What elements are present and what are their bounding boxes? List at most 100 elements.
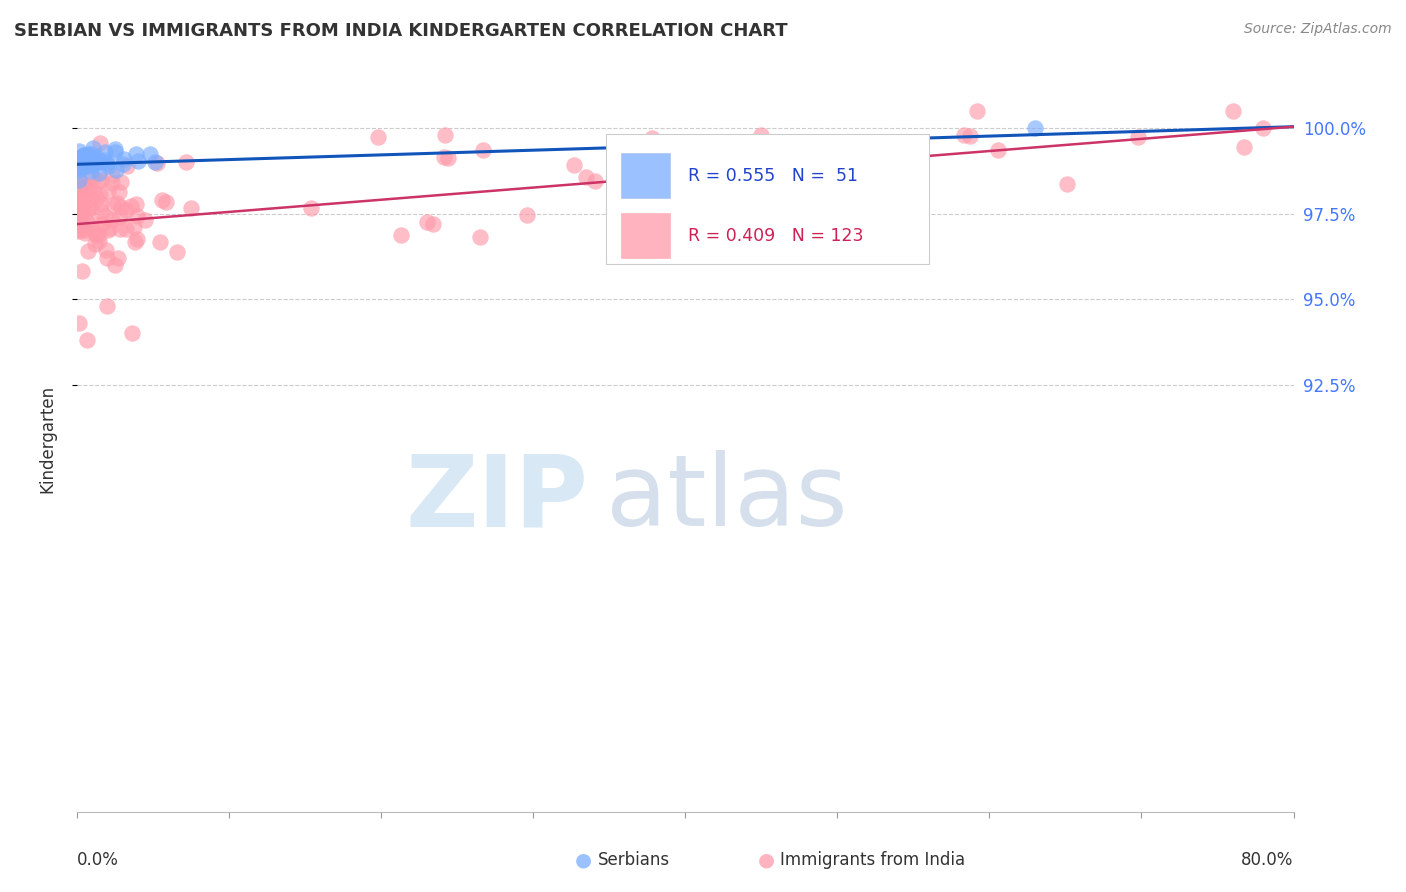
Y-axis label: Kindergarten: Kindergarten xyxy=(38,385,56,493)
Point xyxy=(70,157,93,171)
Point xyxy=(70,156,93,170)
Point xyxy=(650,163,672,178)
Text: Serbians: Serbians xyxy=(598,851,669,869)
Point xyxy=(79,154,101,169)
Point xyxy=(79,147,101,161)
Point xyxy=(1233,140,1256,154)
Point xyxy=(562,158,585,172)
Point xyxy=(76,215,98,229)
Point xyxy=(91,217,114,231)
Point xyxy=(422,217,444,231)
Point xyxy=(79,163,101,178)
Point xyxy=(69,215,91,229)
Point xyxy=(575,169,598,184)
Point xyxy=(389,227,412,242)
FancyBboxPatch shape xyxy=(606,134,929,264)
Point xyxy=(67,213,90,227)
Point xyxy=(80,156,103,170)
Point xyxy=(90,197,112,211)
Point xyxy=(987,143,1010,157)
Point xyxy=(70,182,93,196)
Point xyxy=(73,148,96,162)
Text: 0.0%: 0.0% xyxy=(77,851,120,869)
Point xyxy=(79,180,101,194)
Point xyxy=(953,128,976,142)
Point xyxy=(516,209,538,223)
Text: R = 0.555   N =  51: R = 0.555 N = 51 xyxy=(688,167,858,185)
Point xyxy=(437,151,460,165)
Point xyxy=(73,148,96,162)
Point xyxy=(149,235,172,249)
Point xyxy=(127,209,149,223)
Point xyxy=(67,173,90,187)
Text: atlas: atlas xyxy=(606,450,848,548)
Point xyxy=(80,201,103,215)
Point xyxy=(658,188,681,202)
Point xyxy=(124,235,146,249)
Point xyxy=(93,153,115,168)
Point xyxy=(966,104,988,119)
Point xyxy=(105,196,128,211)
Point xyxy=(166,245,188,260)
Point xyxy=(72,177,94,191)
Point xyxy=(73,226,96,240)
Point xyxy=(96,299,118,313)
Point xyxy=(70,204,93,219)
Point xyxy=(112,152,135,166)
Point xyxy=(69,196,91,211)
Point xyxy=(89,167,111,181)
Point xyxy=(155,194,177,209)
Point xyxy=(94,145,117,160)
Point xyxy=(70,264,93,278)
Point xyxy=(73,194,96,208)
Point xyxy=(83,153,105,167)
FancyBboxPatch shape xyxy=(621,213,669,258)
Point xyxy=(69,152,91,166)
Point xyxy=(108,222,131,236)
Point xyxy=(1251,121,1274,136)
Point xyxy=(104,145,127,159)
Point xyxy=(67,222,90,236)
Text: ZIP: ZIP xyxy=(405,450,588,548)
Point xyxy=(82,223,104,237)
Point xyxy=(120,199,142,213)
Point xyxy=(127,231,149,245)
Point xyxy=(101,177,124,191)
Point xyxy=(433,128,456,142)
Point xyxy=(67,213,90,227)
Point xyxy=(84,237,107,252)
Point xyxy=(125,146,148,161)
Point xyxy=(98,221,121,235)
Point xyxy=(89,136,111,151)
Point xyxy=(415,215,437,229)
Point xyxy=(1222,104,1244,119)
Point xyxy=(96,244,118,258)
Point xyxy=(97,159,120,173)
Point xyxy=(114,221,136,235)
Point xyxy=(886,191,908,205)
Point xyxy=(134,213,156,227)
Text: ●: ● xyxy=(575,850,592,870)
Point xyxy=(470,230,492,244)
Point xyxy=(641,131,664,145)
Point xyxy=(67,206,90,220)
Text: Immigrants from India: Immigrants from India xyxy=(780,851,966,869)
Point xyxy=(471,143,494,157)
Point xyxy=(70,202,93,217)
Point xyxy=(70,153,93,167)
Point xyxy=(110,175,132,189)
Point xyxy=(101,168,124,182)
Point xyxy=(77,146,100,161)
Text: Source: ZipAtlas.com: Source: ZipAtlas.com xyxy=(1244,22,1392,37)
Point xyxy=(69,161,91,175)
Point xyxy=(110,200,132,214)
Text: R = 0.409   N = 123: R = 0.409 N = 123 xyxy=(688,227,863,244)
Point xyxy=(80,192,103,206)
Point xyxy=(1024,121,1046,136)
Point xyxy=(433,150,456,164)
Point xyxy=(72,158,94,172)
Point xyxy=(108,185,131,199)
Point xyxy=(299,201,322,215)
Point xyxy=(96,251,118,265)
Point xyxy=(86,191,108,205)
